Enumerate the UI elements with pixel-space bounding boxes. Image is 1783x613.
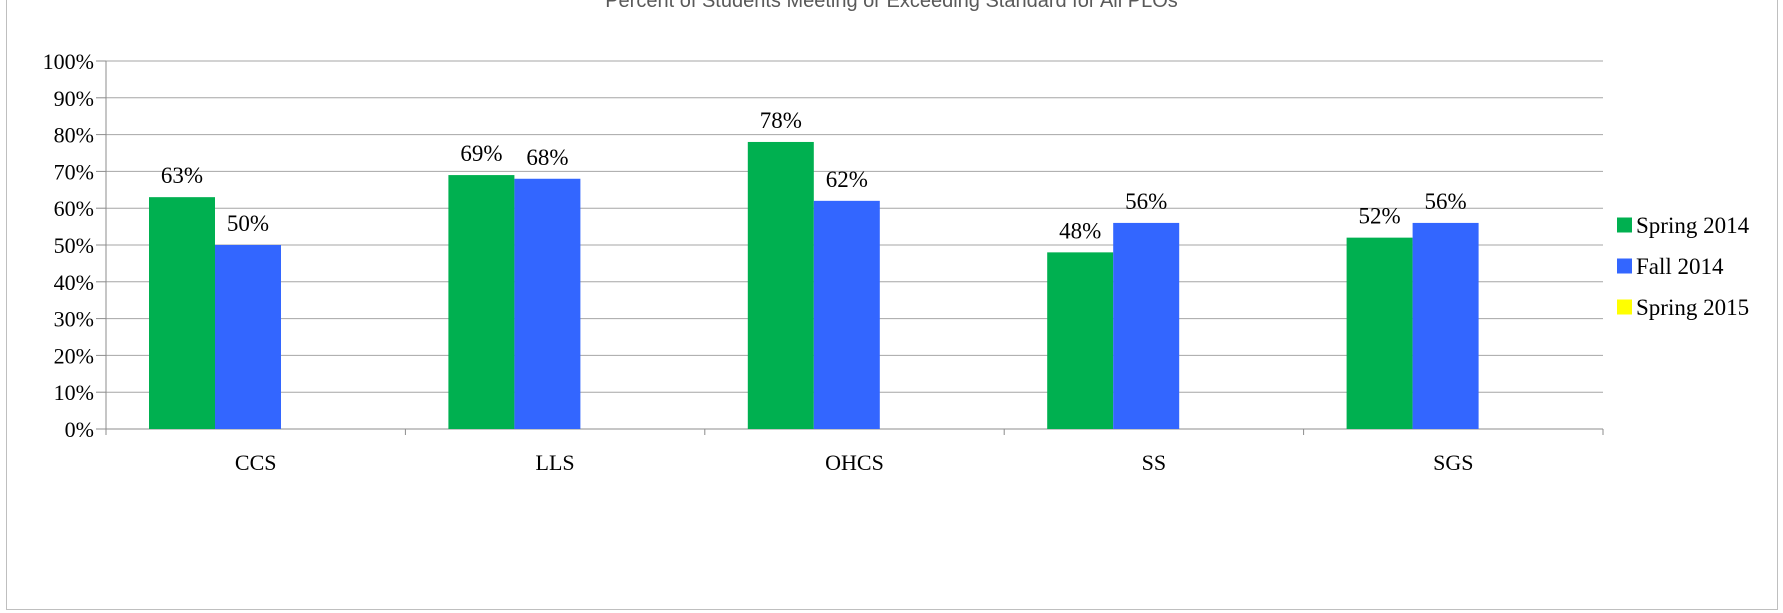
y-tick-label: 100% [43, 49, 94, 74]
data-label: 63% [161, 163, 203, 188]
category-label: SS [1142, 450, 1166, 475]
chart-frame [6, 0, 1778, 610]
y-tick-label: 0% [65, 417, 94, 442]
y-tick-label: 50% [54, 233, 94, 258]
y-tick-label: 70% [54, 159, 94, 184]
data-label: 52% [1359, 204, 1401, 229]
bar [747, 141, 814, 429]
y-tick-label: 60% [54, 196, 94, 221]
bar [1113, 222, 1180, 429]
legend-label: Spring 2014 [1636, 213, 1750, 238]
legend-swatch [1617, 299, 1632, 315]
bar [448, 175, 515, 429]
legend-label: Spring 2015 [1636, 295, 1749, 320]
legend-swatch [1617, 217, 1632, 233]
data-label: 48% [1059, 218, 1101, 243]
data-label: 62% [826, 167, 868, 192]
legend-label: Fall 2014 [1636, 254, 1724, 279]
bar [1346, 237, 1413, 429]
category-label: SGS [1433, 450, 1473, 475]
chart-title: Percent of Students Meeting or Exceeding… [605, 0, 1178, 12]
bar [813, 200, 880, 429]
data-label: 50% [227, 211, 269, 236]
y-tick-label: 80% [54, 123, 94, 148]
category-label: OHCS [825, 450, 884, 475]
bar [1047, 252, 1114, 429]
y-tick-label: 20% [54, 343, 94, 368]
y-tick-label: 10% [54, 380, 94, 405]
bar [215, 245, 281, 429]
data-label: 56% [1125, 189, 1167, 214]
y-tick-label: 90% [54, 86, 94, 111]
bar [514, 178, 581, 429]
data-label: 56% [1425, 189, 1467, 214]
legend-swatch [1617, 258, 1632, 274]
bar [1412, 222, 1479, 429]
data-label: 69% [460, 141, 502, 166]
data-label: 68% [526, 145, 568, 170]
category-label: LLS [536, 450, 575, 475]
data-label: 78% [760, 108, 802, 133]
y-tick-label: 30% [54, 307, 94, 332]
y-tick-label: 40% [54, 270, 94, 295]
bar [149, 197, 215, 429]
category-label: CCS [235, 450, 277, 475]
